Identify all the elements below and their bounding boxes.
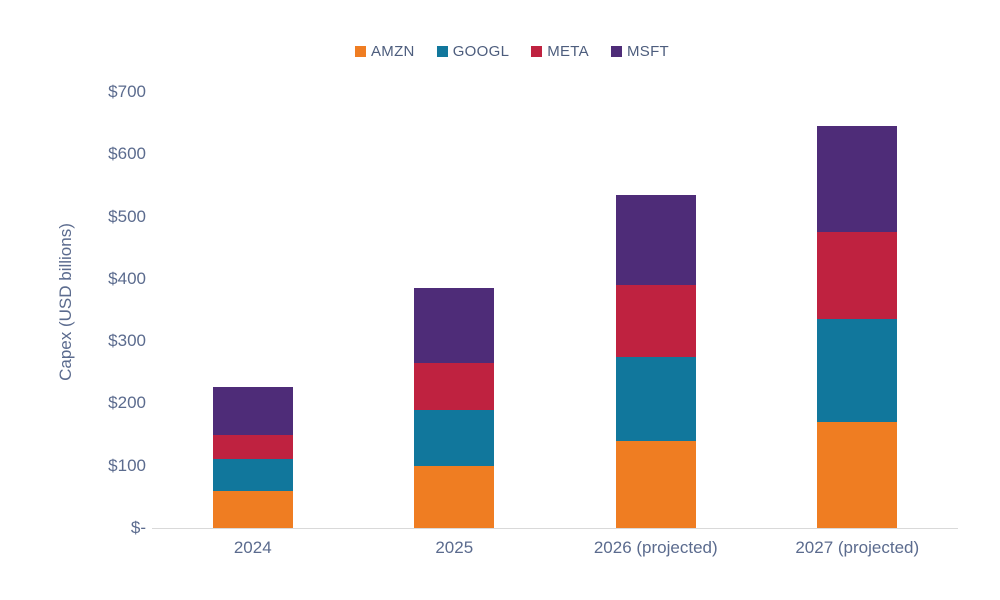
bar-segment-meta-2025 xyxy=(414,362,495,410)
legend-item-meta: META xyxy=(531,43,589,60)
bar-segment-amzn-2024 xyxy=(212,490,293,528)
legend-swatch-amzn xyxy=(354,46,366,57)
bar-segment-googl-2025 xyxy=(414,409,495,466)
bar-segment-meta-2026 xyxy=(615,285,696,357)
y-tick-label: $- xyxy=(130,518,146,537)
bar-segment-amzn-2027 xyxy=(817,422,898,528)
bar-segment-msft-2026 xyxy=(615,194,696,286)
legend-label: AMZN xyxy=(370,43,415,60)
legend-swatch-msft xyxy=(610,46,622,57)
bar-segment-googl-2026 xyxy=(615,356,696,441)
y-tick-label: $500 xyxy=(108,206,146,226)
legend-label: MSFT xyxy=(626,43,670,60)
bar-segment-googl-2027 xyxy=(817,319,898,423)
y-tick-label: $600 xyxy=(108,144,146,164)
x-axis-line xyxy=(152,528,958,529)
legend-swatch-meta xyxy=(531,46,543,57)
y-axis-title: Capex (USD billions) xyxy=(56,223,75,381)
legend-item-msft: MSFT xyxy=(610,43,670,60)
chart-legend: AMZN GOOGL META MSFT xyxy=(354,43,670,60)
x-axis-label: 2025 xyxy=(435,538,474,557)
bar-segment-msft-2024 xyxy=(212,386,293,435)
bar-segment-msft-2025 xyxy=(414,288,495,363)
bar-segment-meta-2024 xyxy=(212,434,293,460)
legend-swatch-googl xyxy=(436,46,448,57)
x-axis-label: 2024 xyxy=(233,538,272,557)
y-tick-label: $200 xyxy=(108,393,146,413)
x-axis-label: 2026 (projected) xyxy=(593,538,718,557)
legend-label: META xyxy=(547,43,589,60)
legend-label: GOOGL xyxy=(452,43,510,60)
x-axis-label: 2027 (projected) xyxy=(795,538,920,557)
y-tick-label: $400 xyxy=(108,268,146,288)
bar-segment-amzn-2026 xyxy=(615,440,696,528)
bar-segment-googl-2024 xyxy=(212,459,293,491)
y-tick-label: $700 xyxy=(108,82,146,101)
legend-item-amzn: AMZN xyxy=(354,43,415,60)
y-tick-label: $300 xyxy=(108,331,146,351)
bar-segment-msft-2027 xyxy=(817,126,898,233)
y-tick-label: $100 xyxy=(108,455,146,475)
bar-segment-amzn-2025 xyxy=(414,465,495,528)
bar-segment-meta-2027 xyxy=(817,232,898,320)
legend-item-googl: GOOGL xyxy=(436,43,510,60)
